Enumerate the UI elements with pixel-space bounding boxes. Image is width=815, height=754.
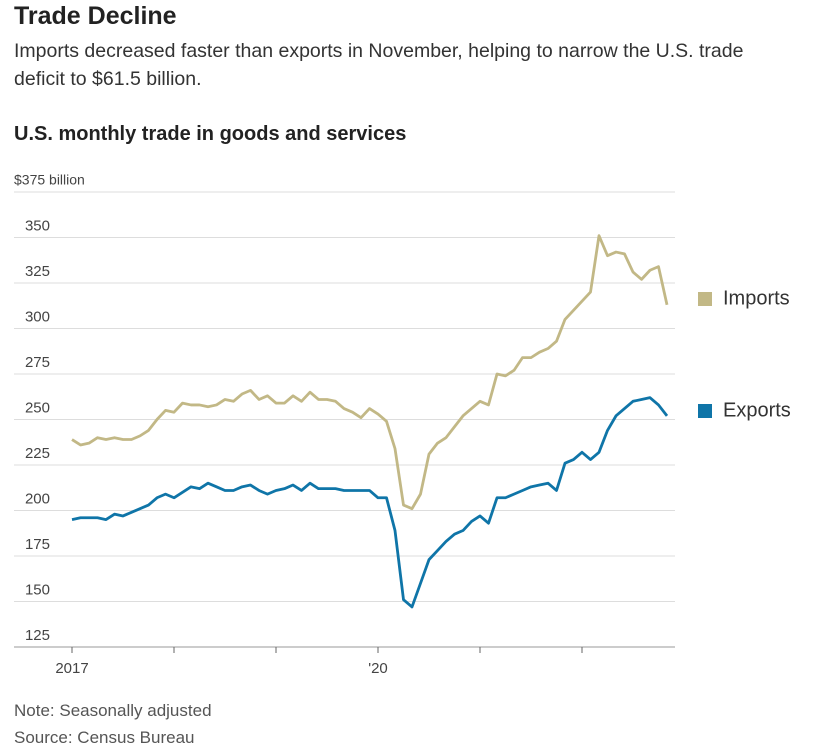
series-line xyxy=(71,234,669,511)
x-tick-label: '20 xyxy=(368,660,388,677)
y-tick-label: 200 xyxy=(25,490,50,507)
title: Trade Decline xyxy=(14,2,177,30)
source: Source: Census Bureau xyxy=(14,728,195,747)
legend-swatch xyxy=(698,292,712,306)
legend-label: Imports xyxy=(723,287,790,309)
chart-title: U.S. monthly trade in goods and services xyxy=(14,123,407,145)
legend-swatch xyxy=(698,404,712,418)
y-tick-label: 325 xyxy=(25,263,50,280)
y-tick-label: 225 xyxy=(25,445,50,462)
y-tick-label: 175 xyxy=(25,536,50,553)
y-tick-label: $375 billion xyxy=(14,172,85,188)
note: Note: Seasonally adjusted xyxy=(14,701,212,720)
legend-label: Exports xyxy=(723,399,791,421)
y-tick-label: 300 xyxy=(25,308,50,325)
y-tick-label: 125 xyxy=(25,627,50,644)
y-tick-label: 150 xyxy=(25,581,50,598)
y-tick-label: 275 xyxy=(25,354,50,371)
y-tick-label: 250 xyxy=(25,399,50,416)
series-line xyxy=(71,396,669,609)
subtitle: Imports decreased faster than exports in… xyxy=(14,40,744,90)
x-tick-label: 2017 xyxy=(55,660,88,677)
y-tick-label: 350 xyxy=(25,217,50,234)
